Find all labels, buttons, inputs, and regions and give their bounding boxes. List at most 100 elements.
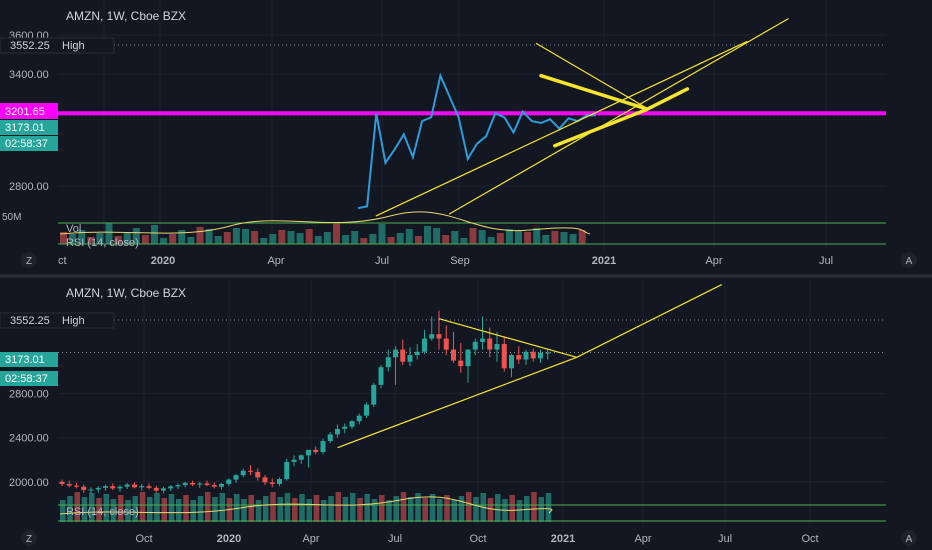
candle-body <box>146 486 152 488</box>
volume-bar <box>96 498 102 522</box>
top-x-tick-label: Apr <box>267 255 284 267</box>
bottom-x-tick-label: Oct <box>135 533 152 545</box>
candle-body <box>95 487 101 490</box>
bottom-chart-pane[interactable]: 2800.00 2400.00 2000.00 Oct 2020 Apr Jul Oct 20… <box>0 280 917 546</box>
volume-bar <box>393 496 399 522</box>
bottom-high-badge: 3552.25 High <box>0 312 115 329</box>
volume-bar <box>196 227 204 244</box>
top-countdown: 02:58:37 <box>5 138 48 150</box>
volume-bar <box>168 494 175 522</box>
volume-bar <box>176 499 182 522</box>
candle-body <box>110 486 116 489</box>
volume-bar <box>205 229 213 244</box>
top-high-badge: 3552.25 High <box>0 37 115 54</box>
volume-bar <box>277 497 283 522</box>
top-scale-toggle-a[interactable]: A <box>901 252 917 268</box>
candle-body <box>335 428 340 435</box>
bottom-x-tick-label: Apr <box>634 533 651 545</box>
volume-bar <box>234 494 240 522</box>
volume-bar <box>103 494 109 522</box>
candle-body <box>378 367 384 385</box>
candle-body <box>190 482 195 485</box>
volume-bar <box>433 228 441 244</box>
candle-body <box>81 486 87 491</box>
volume-bar <box>183 495 189 522</box>
volume-bar <box>306 499 312 522</box>
volume-bar <box>187 237 195 244</box>
volume-bar <box>478 230 486 244</box>
top-trendline <box>539 73 648 111</box>
candle-body <box>429 334 435 339</box>
volume-bar <box>242 229 249 244</box>
candle-body <box>161 488 166 491</box>
volume-bar <box>369 234 377 244</box>
volume-bar <box>444 495 450 522</box>
candle-body <box>139 486 145 488</box>
candle-body <box>219 483 224 487</box>
volume-bar <box>151 225 158 244</box>
volume-bar <box>96 233 104 244</box>
candle-body <box>422 338 427 352</box>
top-trendline <box>552 107 648 148</box>
top-x-tick-label: Sep <box>450 255 470 267</box>
volume-bar <box>386 500 392 522</box>
volume-bar <box>351 231 359 244</box>
horizontal-level-value: 3201.65 <box>5 106 45 118</box>
top-x-tick-label: 2021 <box>592 255 616 267</box>
rsi-line <box>59 496 553 515</box>
bottom-x-tick-label: Oct <box>469 533 486 545</box>
a-icon: A <box>906 256 913 267</box>
volume-bar <box>545 493 552 522</box>
volume-bar <box>118 495 124 522</box>
volume-bar <box>314 236 322 244</box>
top-scale-toggle-z[interactable]: Z <box>21 252 37 268</box>
candle-body <box>103 486 108 488</box>
volume-bar <box>408 497 414 522</box>
candle-body <box>342 426 348 429</box>
volume-bar <box>114 236 122 244</box>
candle-body <box>356 415 362 422</box>
volume-bar <box>169 234 177 244</box>
candle-body <box>59 481 65 484</box>
volume-bar <box>123 232 131 244</box>
candle-body <box>509 355 514 369</box>
bottom-trendlines[interactable] <box>337 284 723 449</box>
volume-bar <box>287 231 295 244</box>
volume-bar <box>360 238 368 244</box>
bottom-scale-toggle-z[interactable]: Z <box>21 530 37 546</box>
candle-body <box>248 470 253 472</box>
candle-body <box>182 482 188 486</box>
top-volume-bars <box>60 222 586 244</box>
volume-bar <box>328 496 334 522</box>
candle-body <box>516 355 522 360</box>
volume-bar <box>219 493 225 522</box>
candle-body <box>393 349 398 358</box>
rsi-line <box>59 211 591 235</box>
bottom-high-label: High <box>62 315 85 327</box>
volume-bar <box>578 230 586 244</box>
volume-bar <box>178 230 186 244</box>
volume-bar <box>437 499 443 522</box>
top-x-axis: ct 2020 Apr Jul Sep 2021 Apr Jul <box>58 255 833 267</box>
volume-bar <box>533 228 541 244</box>
top-x-tick-label: ct <box>58 255 67 267</box>
volume-bar <box>278 230 286 244</box>
volume-bar <box>190 500 196 522</box>
bottom-scale-toggle-a[interactable]: A <box>901 530 917 546</box>
volume-bar <box>473 497 479 522</box>
volume-bar <box>232 228 240 244</box>
volume-bar <box>147 497 153 522</box>
candle-body <box>385 357 391 368</box>
bottom-x-axis: Oct 2020 Apr Jul Oct 2021 Apr Jul Oct <box>135 533 818 545</box>
volume-bar <box>442 235 450 244</box>
top-x-tick-label: Jul <box>375 255 389 267</box>
volume-bar <box>531 492 537 522</box>
volume-bar <box>496 233 504 244</box>
bottom-rsi-label: RSI (14, close) <box>66 506 139 518</box>
top-trendlines[interactable] <box>375 18 789 217</box>
candlestick-series <box>59 310 551 494</box>
candle-body <box>538 352 543 359</box>
candle-body <box>233 475 239 480</box>
